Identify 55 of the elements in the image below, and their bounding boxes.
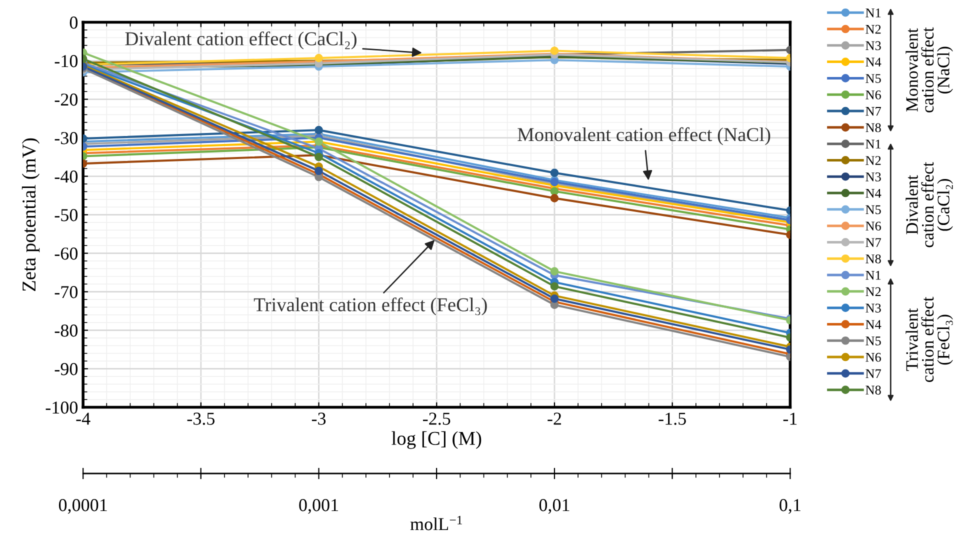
legend-label: N8: [866, 123, 881, 132]
text: Divalent cation effect (CaCl₂): [906, 162, 953, 248]
legend-label: N3: [866, 172, 881, 182]
annotation: Monovalent cation effect (NaCl): [518, 127, 770, 146]
y-tick-label: -20: [54, 94, 78, 106]
y-tick-label: -90: [54, 363, 78, 376]
legend-label: N4: [866, 320, 882, 329]
legend-label: N3: [866, 41, 881, 50]
x-tick-label: -3.5: [187, 412, 215, 425]
legend-label: N1: [866, 8, 881, 18]
x-tick-label: -1.5: [658, 412, 686, 425]
legend-label: N7: [866, 106, 881, 116]
x2-axis-title: molL$^{−1}$: [410, 516, 462, 530]
legend-label: N7: [866, 369, 881, 378]
legend-label: N6: [866, 222, 881, 231]
y-axis-title: Zeta potential (mV): [22, 138, 40, 292]
x-axis-title: log [C] (M): [392, 431, 482, 449]
x-tick-label: -2.5: [423, 412, 450, 425]
annotation: Divalent cation effect (CaCl₂): [125, 31, 356, 50]
legend-label: N8: [866, 254, 881, 264]
text: Monovalent cation effect (NaCl): [906, 27, 953, 112]
x-tick-label: -4: [76, 412, 90, 425]
legend-label: N5: [866, 336, 881, 346]
y-tick-label: -60: [54, 248, 78, 260]
y-tick-label: 0: [70, 16, 78, 29]
legend-label: N2: [866, 156, 881, 165]
legend-label: N6: [866, 352, 881, 362]
legend-label: N4: [866, 58, 882, 66]
annotation: Trivalent cation effect (FeCl₃): [254, 297, 487, 316]
y-tick-label: -40: [54, 170, 78, 183]
y-tick-label: -30: [54, 132, 78, 144]
legend-label: N2: [866, 287, 881, 296]
x2-tick-label: 0,001: [299, 499, 338, 514]
legend-label: N5: [866, 205, 881, 214]
legend-label: N6: [866, 90, 881, 100]
legend-label: N7: [866, 238, 881, 247]
legend-label: N4: [866, 188, 882, 198]
legend-label: N5: [866, 74, 881, 83]
legend-label: N2: [866, 24, 881, 34]
legend-label: N8: [866, 386, 881, 395]
y-tick-label: -100: [46, 402, 78, 414]
x2-tick-label: 0,1: [780, 499, 800, 514]
legend-label: N1: [866, 140, 881, 148]
x2-tick-label: 0,0001: [58, 499, 107, 514]
legend-label: N3: [866, 304, 881, 313]
y-tick-label: -50: [54, 209, 78, 222]
x-tick-label: -2: [548, 412, 562, 425]
x-tick-label: -3: [312, 412, 326, 425]
text: Trivalent cation effect (FeCl₃): [906, 296, 953, 382]
y-tick-label: -70: [54, 286, 78, 298]
legend-label: N1: [866, 270, 881, 280]
y-tick-label: -80: [54, 324, 78, 337]
x-tick-label: -1: [783, 412, 797, 425]
y-tick-label: -10: [54, 55, 78, 68]
x2-tick-label: 0,01: [539, 499, 570, 514]
